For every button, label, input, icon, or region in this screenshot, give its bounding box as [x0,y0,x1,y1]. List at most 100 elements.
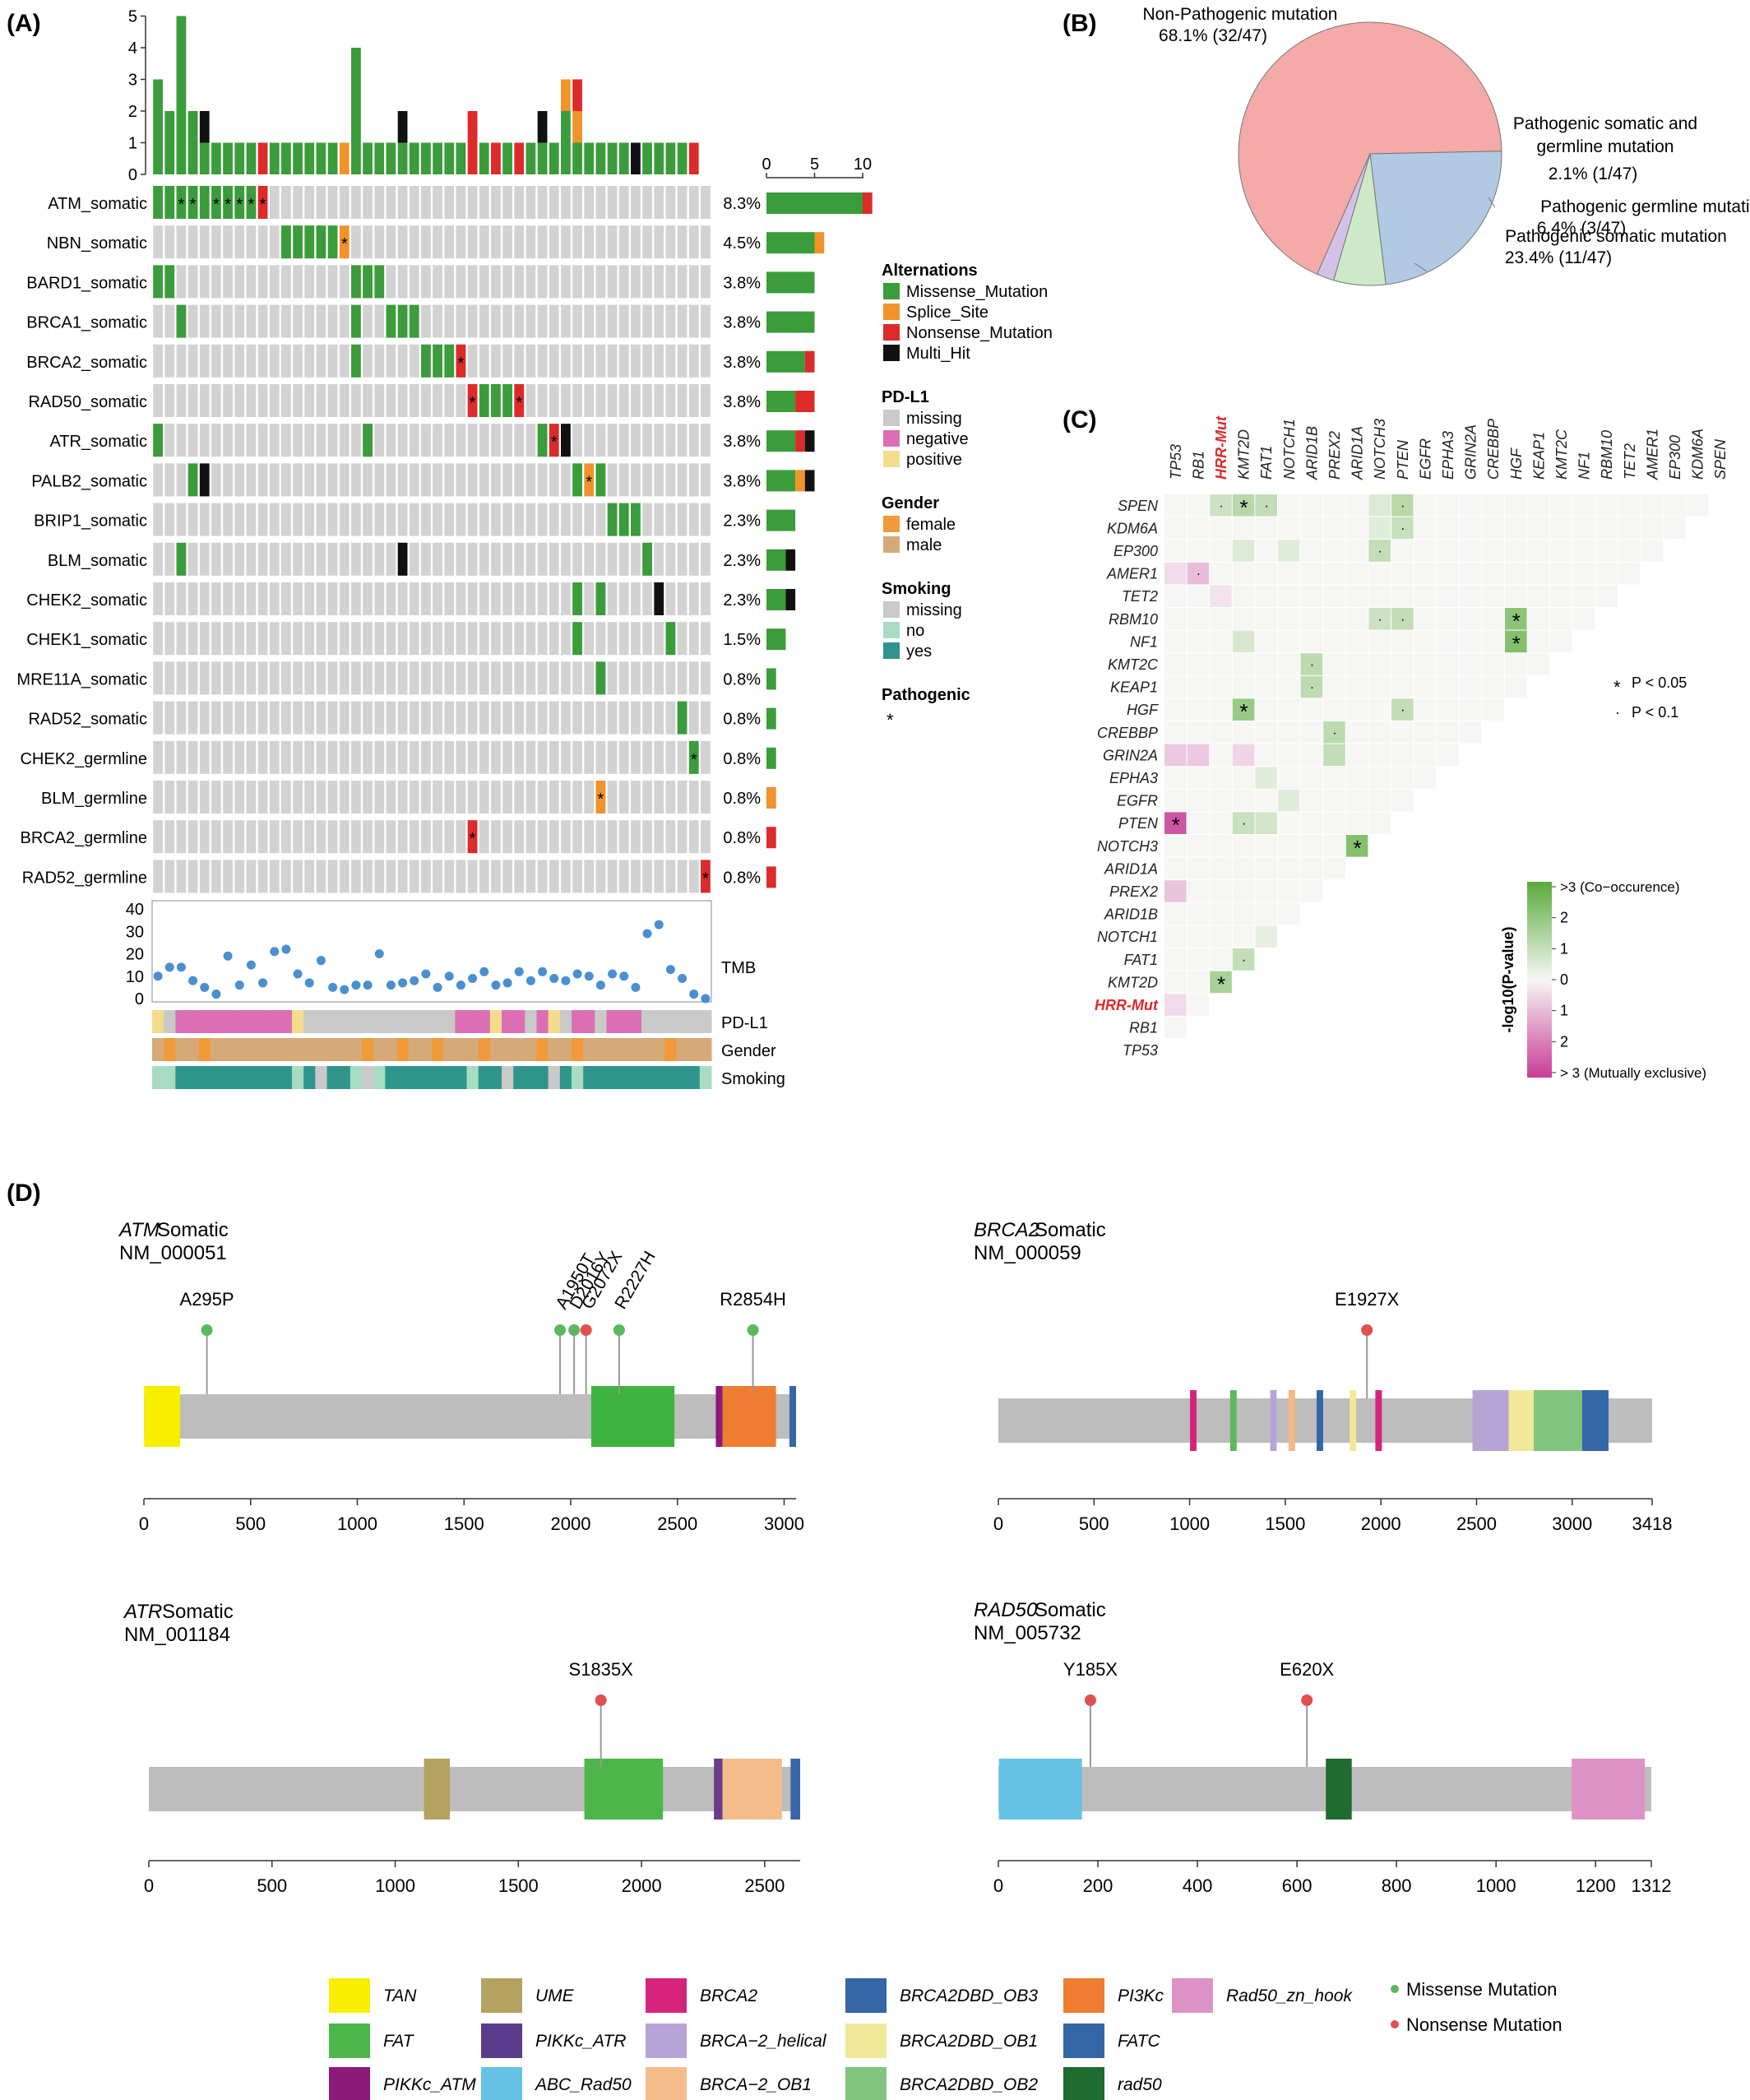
grid-cell-empty [688,463,699,497]
grid-cell-empty [409,661,419,695]
heatmap-cell [1255,880,1277,902]
gender-track-cell [641,1038,654,1061]
tmb-point [316,956,326,966]
grid-cell-empty [327,424,338,457]
heatmap-cell [1187,835,1210,857]
grid-cell-empty [514,781,525,814]
heatmap-cell [1300,744,1323,767]
grid-cell-empty [397,701,408,735]
heatmap-cell [1210,517,1232,540]
grid-cell-empty [479,344,489,378]
grid-cell-empty [386,661,396,695]
grid-cell-empty [479,424,489,457]
mutation-cell [584,463,595,497]
grid-cell-empty [572,424,582,457]
grid-cell-empty [409,542,419,576]
protein-axis-tick-label: 0 [144,1875,154,1896]
top-count-bar [467,111,478,174]
grid-cell-empty [339,463,350,497]
grid-cell-empty [433,186,442,219]
heatmap-cell [1459,675,1482,698]
grid-cell-empty [234,860,245,893]
grid-cell-empty [444,424,455,457]
grid-cell-empty [607,463,618,497]
heatmap-cell [1255,494,1277,517]
pdl1-track-cell [362,1010,374,1033]
tmb-point [351,980,361,990]
heatmap-cell [1210,585,1232,607]
heatmap-cell [1187,540,1210,562]
gender-track-cell [234,1038,246,1061]
grid-cell-empty [316,740,326,774]
grid-cell-empty [595,503,606,536]
heatmap-cell [1368,653,1391,675]
mutation-cell [199,463,210,497]
grid-cell-empty [363,781,373,814]
heatmap-sig-star: * [1512,609,1521,633]
grid-cell-empty [561,860,571,893]
smoking-track-cell [699,1066,712,1089]
grid-cell-empty [397,424,408,457]
smoking-track-cell [210,1066,223,1089]
grid-cell-empty [433,463,442,497]
pdl1-track-cell [303,1010,316,1033]
top-count-bar [397,142,408,174]
grid-cell-empty [444,503,455,536]
gender-track-label: Gender [721,1042,776,1060]
grid-cell-empty [584,344,595,378]
heatmap-cell [1187,585,1210,607]
grid-cell-empty [479,225,489,259]
pdl1-track-cell [408,1010,421,1033]
grid-cell-empty [293,740,303,774]
heatmap-cell [1278,608,1300,630]
mutation-cell [363,424,373,457]
heatmap-col-label: ARID1A [1350,426,1366,480]
top-count-bar [537,111,548,143]
heatmap-col-label: TP53 [1168,444,1184,480]
heatmap-cell [1618,494,1641,517]
grid-cell-empty [642,860,652,893]
heatmap-cell [1414,517,1437,540]
grid-cell-empty [631,424,641,457]
grid-cell-empty [234,225,245,259]
grid-cell-empty [234,503,245,536]
gene-row-percent: 0.8% [723,670,761,688]
grid-cell-empty [525,820,536,854]
protein-domain [1508,1390,1535,1451]
grid-cell-empty [363,186,373,219]
legend-swatch [883,536,900,553]
grid-cell-empty [618,384,629,417]
heatmap-cell [1232,653,1255,675]
grid-cell-empty [701,582,711,615]
grid-cell-empty [572,661,582,695]
grid-cell-empty [631,265,641,299]
grid-cell-empty [153,582,163,615]
grid-cell-empty [677,820,688,854]
heatmap-cell [1323,744,1345,767]
heatmap-sig-dot: · [1242,953,1246,967]
grid-cell-empty [316,820,326,854]
heatmap-cell [1187,494,1210,517]
gene-row-label: BRCA2_somatic [26,354,147,372]
mutation-label: Y185X [1063,1659,1118,1680]
grid-cell-empty [688,304,699,338]
heatmap-cell [1664,517,1686,540]
grid-cell-empty [537,344,548,378]
grid-cell-empty [595,265,606,299]
grid-cell-empty [421,740,431,774]
heatmap-cell [1437,517,1459,540]
grid-cell-empty [525,542,536,576]
pdl1-track-cell [292,1010,304,1033]
mutation-cell [339,225,350,259]
grid-cell-empty [293,542,303,576]
heatmap-cell [1210,494,1232,517]
protein-backbone [144,1394,796,1439]
gender-track-cell [559,1038,572,1061]
tmb-point [468,973,478,983]
grid-cell-empty [188,661,198,695]
heatmap-cell [1323,767,1345,789]
domain-legend-swatch [646,2067,687,2100]
smoking-track-cell [618,1066,631,1089]
gender-track-cell [408,1038,421,1061]
grid-cell-empty [491,701,501,735]
